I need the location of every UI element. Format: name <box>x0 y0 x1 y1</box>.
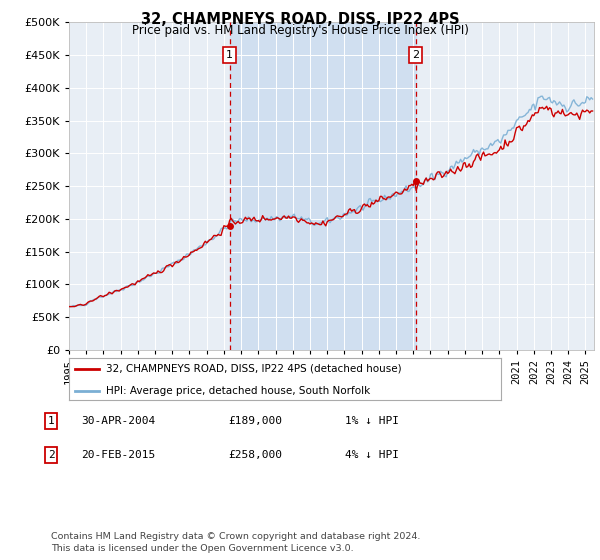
Text: 1: 1 <box>47 416 55 426</box>
Bar <box>230 22 416 350</box>
Text: 4% ↓ HPI: 4% ↓ HPI <box>345 450 399 460</box>
Text: 30-APR-2004: 30-APR-2004 <box>81 416 155 426</box>
Text: 2: 2 <box>412 50 419 60</box>
Text: 2: 2 <box>47 450 55 460</box>
Text: HPI: Average price, detached house, South Norfolk: HPI: Average price, detached house, Sout… <box>106 386 370 396</box>
Text: £189,000: £189,000 <box>228 416 282 426</box>
Text: £258,000: £258,000 <box>228 450 282 460</box>
Text: Contains HM Land Registry data © Crown copyright and database right 2024.
This d: Contains HM Land Registry data © Crown c… <box>51 532 421 553</box>
Text: 1% ↓ HPI: 1% ↓ HPI <box>345 416 399 426</box>
Text: 1: 1 <box>226 50 233 60</box>
Text: 32, CHAMPNEYS ROAD, DISS, IP22 4PS: 32, CHAMPNEYS ROAD, DISS, IP22 4PS <box>140 12 460 27</box>
Text: 32, CHAMPNEYS ROAD, DISS, IP22 4PS (detached house): 32, CHAMPNEYS ROAD, DISS, IP22 4PS (deta… <box>106 364 401 374</box>
Text: Price paid vs. HM Land Registry's House Price Index (HPI): Price paid vs. HM Land Registry's House … <box>131 24 469 36</box>
Text: 20-FEB-2015: 20-FEB-2015 <box>81 450 155 460</box>
